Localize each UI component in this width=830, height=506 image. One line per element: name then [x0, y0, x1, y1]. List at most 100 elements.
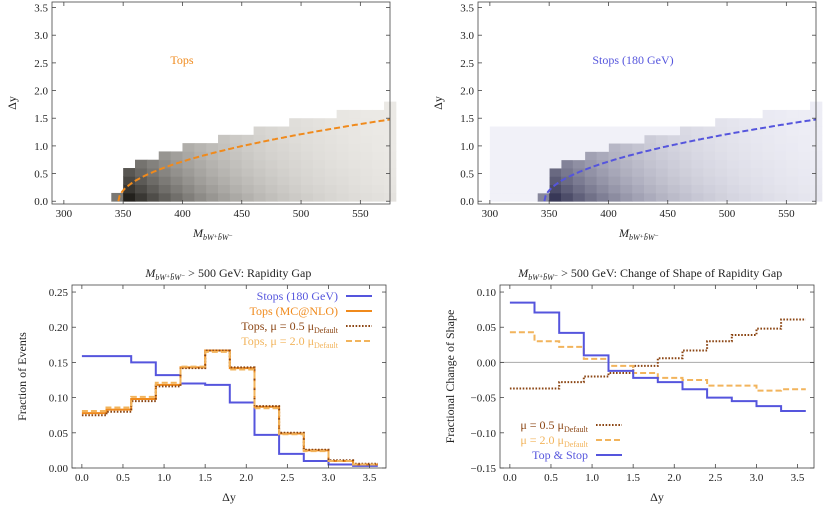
heatmap-cell: [584, 168, 597, 177]
heatmap-cell: [182, 184, 195, 194]
heatmap-cell: [265, 176, 278, 186]
heatmap-cell: [738, 118, 752, 127]
legend-label-sub: Default: [314, 341, 339, 350]
heatmap-cell: [786, 143, 799, 152]
x-tick-label: 0.0: [503, 472, 517, 484]
x-tick-label: 2.0: [239, 472, 253, 484]
heatmap-cell: [312, 143, 326, 152]
heatmap-cell: [348, 176, 361, 186]
heatmap-cell: [655, 168, 669, 177]
y-axis-label: Δy: [431, 96, 445, 110]
heatmap-cell: [691, 168, 704, 177]
heatmap-cell: [774, 184, 787, 194]
heatmap-cell: [324, 118, 338, 127]
heatmap-cell: [301, 143, 314, 152]
heatmap-cell-faint: [537, 143, 550, 152]
heatmap-cell: [561, 168, 574, 177]
y-tick-label: 1.0: [34, 141, 48, 153]
heatmap-cell: [715, 134, 728, 144]
chart-title: MbW⁺b̄W⁻ > 500 GeV: Change of Shape of R…: [517, 266, 782, 282]
heatmap-cell: [691, 176, 704, 186]
heatmap-cell: [265, 168, 278, 177]
heatmap-cell: [289, 176, 302, 186]
heatmap-cell: [727, 134, 740, 144]
heatmap-cell: [289, 192, 302, 202]
heatmap-cell: [738, 192, 752, 202]
heatmap-cell: [360, 143, 373, 152]
heatmap-cell: [348, 151, 361, 161]
heatmap-cell: [549, 176, 562, 186]
heatmap-cell-faint: [572, 126, 586, 136]
heatmap-cell: [289, 143, 302, 152]
heatmap-cell: [762, 192, 775, 202]
heatmap-cell: [596, 176, 609, 186]
heatmap-cell: [206, 192, 219, 202]
heatmap-cell-faint: [501, 151, 514, 161]
heatmap-cell: [360, 168, 373, 177]
heatmap-cell: [750, 126, 764, 136]
heatmap-cell: [774, 176, 787, 186]
heatmap-cell: [774, 151, 787, 161]
heatmap-cell: [644, 176, 657, 186]
heatmap-cell: [312, 184, 326, 194]
x-tick-label: 2.5: [708, 472, 722, 484]
heatmap-cell: [312, 159, 326, 169]
heatmap-cell: [170, 176, 183, 186]
heatmap-cell: [360, 159, 373, 169]
y-tick-label: 1.5: [460, 113, 474, 125]
heatmap-cell: [123, 184, 136, 194]
heatmap-cell-faint: [584, 126, 597, 136]
x-axis-label-sub: bW⁺b̄W⁻: [203, 233, 233, 242]
legend-label-main: Tops, μ = 2.0 μ: [241, 334, 314, 348]
chart-title-main: M: [144, 266, 156, 280]
heatmap-cell: [620, 192, 633, 202]
heatmap-cell: [301, 192, 314, 202]
heatmap-cell: [679, 159, 692, 169]
heatmap-cell: [182, 159, 195, 169]
heatmap-cell-faint: [596, 134, 609, 144]
heatmap-cell: [727, 176, 740, 186]
y-tick-label: 0.00: [477, 357, 497, 369]
heatmap-cell: [194, 151, 207, 161]
heatmap-cell-faint: [537, 126, 550, 136]
heatmap-cell: [691, 159, 704, 169]
heatmap-cell: [348, 192, 361, 202]
heatmap-cell: [301, 134, 314, 144]
heatmap-cell: [372, 143, 385, 152]
heatmap-cell-faint: [549, 151, 562, 161]
heatmap-cell: [301, 151, 314, 161]
heatmap-cell: [596, 151, 609, 161]
heatmap-cell: [667, 143, 681, 152]
heatmap-cell: [667, 159, 681, 169]
heatmap-cell: [348, 159, 361, 169]
heatmap-cell: [798, 134, 811, 144]
heatmap-cell: [277, 151, 290, 161]
heatmap-cell: [170, 192, 183, 202]
chart-title-sub: bW⁺b̄W⁻: [528, 273, 558, 282]
heatmap-cell: [158, 184, 171, 194]
heatmap-cell: [655, 184, 669, 194]
heatmap-cell-faint: [537, 134, 550, 144]
heatmap-cell: [572, 159, 586, 169]
heatmap-cell: [786, 159, 799, 169]
x-axis-label-main: M: [618, 226, 630, 240]
heatmap-cell-faint: [537, 168, 550, 177]
heatmap-cell: [253, 151, 266, 161]
heatmap-cell: [372, 118, 385, 127]
heatmap-cell: [372, 134, 385, 144]
heatmap-cell: [265, 126, 278, 136]
heatmap-cell-faint: [501, 184, 514, 194]
heatmap-cell: [667, 151, 681, 161]
heatmap-cell: [229, 184, 243, 194]
heatmap-cell-faint: [513, 176, 526, 186]
legend-label-sub: Default: [314, 326, 339, 335]
heatmap-cell: [301, 168, 314, 177]
heatmap-cell: [372, 192, 385, 202]
heatmap-cell: [798, 143, 811, 152]
heatmap-cell: [620, 168, 633, 177]
heatmap-cell: [608, 151, 621, 161]
heatmap-cell: [336, 159, 349, 169]
y-tick-label: 1.0: [460, 141, 474, 153]
heatmap-cell: [158, 192, 171, 202]
